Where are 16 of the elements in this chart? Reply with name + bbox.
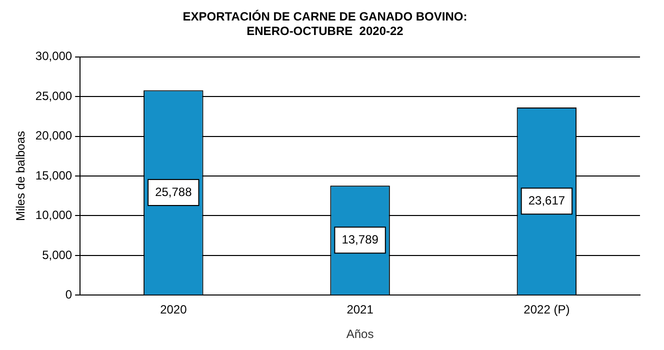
x-tick-label: 2022 (P) xyxy=(524,302,570,317)
y-tick-label: 10,000 xyxy=(35,208,72,222)
y-tick-label: 5,000 xyxy=(42,248,72,262)
x-tick-label: 2021 xyxy=(346,302,374,317)
chart-title: EXPORTACIÓN DE CARNE DE GANADO BOVINO: ENERO-OCTUBRE 2020-22 xyxy=(182,10,468,38)
y-tick-label: 0 xyxy=(65,288,72,302)
x-tick-label: 2020 xyxy=(160,302,188,317)
data-label: 25,788 xyxy=(155,184,192,199)
data-label: 13,789 xyxy=(342,232,379,246)
y-tick-label: 15,000 xyxy=(35,168,72,182)
data-label: 23,617 xyxy=(528,193,566,208)
y-tick-label: 30,000 xyxy=(35,49,72,64)
y-tick-label: 25,000 xyxy=(35,88,72,103)
x-axis-title: Años xyxy=(346,327,374,342)
y-axis-title: Miles de balboas xyxy=(14,130,28,222)
y-tick-label: 20,000 xyxy=(35,128,72,143)
